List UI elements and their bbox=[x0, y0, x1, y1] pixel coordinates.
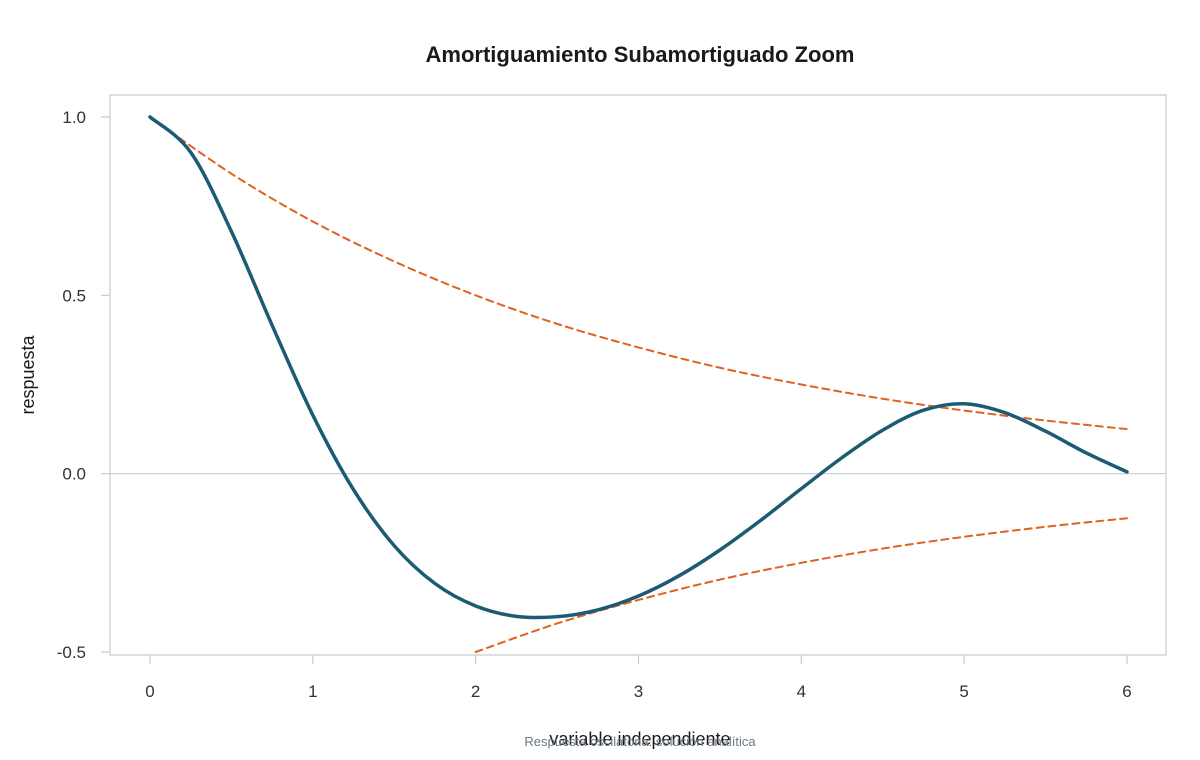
chart-title: Amortiguamiento Subamortiguado Zoom bbox=[426, 42, 855, 67]
x-tick-label: 1 bbox=[308, 682, 317, 701]
series-line-response bbox=[148, 115, 1129, 620]
x-tick-label: 3 bbox=[634, 682, 643, 701]
series-layer bbox=[148, 115, 1129, 653]
x-axis-label: variable independiente bbox=[549, 729, 730, 749]
y-axis-ticks: -0.5 0.0 0.5 1.0 bbox=[57, 108, 110, 662]
plot-area bbox=[109, 94, 1167, 656]
y-tick-label: 1.0 bbox=[62, 108, 86, 127]
y-tick-label: -0.5 bbox=[57, 643, 86, 662]
x-tick-label: 6 bbox=[1122, 682, 1131, 701]
series-line-lower-envelope bbox=[474, 517, 1128, 653]
x-axis-ticks: 0 1 2 3 4 5 6 bbox=[145, 655, 1132, 701]
x-tick-label: 2 bbox=[471, 682, 480, 701]
y-axis-label: respuesta bbox=[18, 334, 38, 414]
y-tick-label: 0.0 bbox=[62, 465, 86, 484]
series-line-upper-envelope bbox=[149, 116, 1128, 431]
y-tick-label: 0.5 bbox=[62, 286, 86, 305]
x-tick-label: 0 bbox=[145, 682, 154, 701]
x-tick-label: 4 bbox=[797, 682, 806, 701]
chart-caption: Respuesta oscilatoria: solución analític… bbox=[524, 734, 756, 749]
x-tick-label: 5 bbox=[959, 682, 968, 701]
